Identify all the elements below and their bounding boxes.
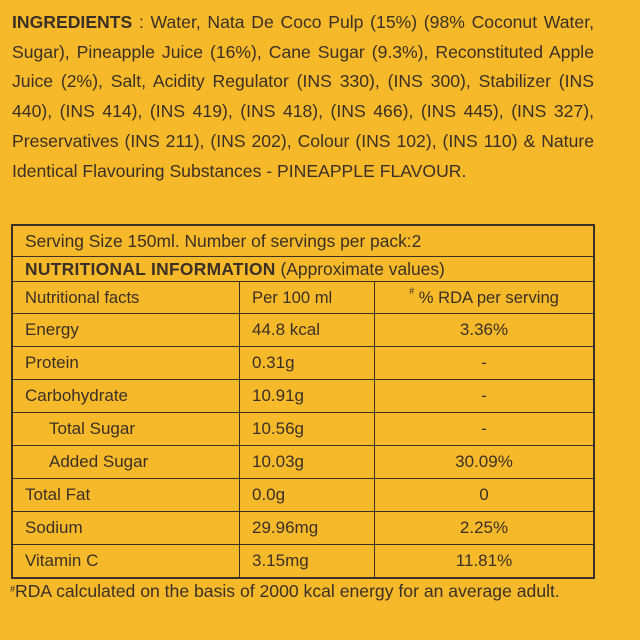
row-name: Carbohydrate — [11, 379, 240, 413]
row-per100: 0.0g — [239, 478, 375, 512]
serving-row: Serving Size 150ml. Number of servings p… — [11, 224, 595, 257]
row-name: Added Sugar — [11, 445, 240, 479]
header-rda-label: % RDA per serving — [414, 287, 559, 307]
ingredients-paragraph: INGREDIENTS : Water, Nata De Coco Pulp (… — [12, 8, 594, 186]
header-per100: Per 100 ml — [239, 281, 375, 314]
row-rda: 30.09% — [374, 445, 595, 479]
ingredients-text: : Water, Nata De Coco Pulp (15%) (98% Co… — [12, 12, 594, 181]
row-name: Total Sugar — [11, 412, 240, 446]
column-header-row: Nutritional facts Per 100 ml # % RDA per… — [11, 281, 595, 314]
row-rda: - — [374, 379, 595, 413]
row-per100: 3.15mg — [239, 544, 375, 579]
row-per100: 0.31g — [239, 346, 375, 380]
row-rda: 2.25% — [374, 511, 595, 545]
rda-mark: # — [409, 285, 415, 296]
ingredients-heading: INGREDIENTS — [12, 12, 133, 32]
row-per100: 10.03g — [239, 445, 375, 479]
footnote-mark: # — [10, 584, 16, 594]
row-name: Total Fat — [11, 478, 240, 512]
table-row: Vitamin C 3.15mg 11.81% — [11, 544, 595, 579]
row-rda: 0 — [374, 478, 595, 512]
row-rda: 11.81% — [374, 544, 595, 579]
nutrition-title-rest: (Approximate values) — [275, 258, 445, 279]
nutrition-title-row: NUTRITIONAL INFORMATION (Approximate val… — [11, 256, 595, 282]
serving-size-text: Serving Size 150ml. Number of servings p… — [11, 224, 595, 257]
row-per100: 44.8 kcal — [239, 313, 375, 347]
nutrition-title-bold: NUTRITIONAL INFORMATION — [25, 258, 276, 279]
row-per100: 10.56g — [239, 412, 375, 446]
table-row: Protein 0.31g - — [11, 346, 595, 380]
table-row: Carbohydrate 10.91g - — [11, 379, 595, 413]
row-name: Energy — [11, 313, 240, 347]
table-row: Total Fat 0.0g 0 — [11, 478, 595, 512]
header-rda: # % RDA per serving — [374, 281, 595, 314]
row-rda: - — [374, 346, 595, 380]
nutrition-table: Serving Size 150ml. Number of servings p… — [11, 224, 595, 579]
table-row: Energy 44.8 kcal 3.36% — [11, 313, 595, 347]
row-rda: 3.36% — [374, 313, 595, 347]
footnote-text: RDA calculated on the basis of 2000 kcal… — [15, 581, 560, 601]
row-per100: 29.96mg — [239, 511, 375, 545]
nutrition-title: NUTRITIONAL INFORMATION (Approximate val… — [11, 256, 595, 282]
row-name: Protein — [11, 346, 240, 380]
row-name: Vitamin C — [11, 544, 240, 579]
rda-footnote: #RDA calculated on the basis of 2000 kca… — [10, 580, 610, 602]
table-row: Added Sugar 10.03g 30.09% — [11, 445, 595, 479]
table-row: Sodium 29.96mg 2.25% — [11, 511, 595, 545]
row-name: Sodium — [11, 511, 240, 545]
row-rda: - — [374, 412, 595, 446]
table-row: Total Sugar 10.56g - — [11, 412, 595, 446]
header-facts: Nutritional facts — [11, 281, 240, 314]
row-per100: 10.91g — [239, 379, 375, 413]
nutrition-table-container: Serving Size 150ml. Number of servings p… — [11, 224, 595, 579]
